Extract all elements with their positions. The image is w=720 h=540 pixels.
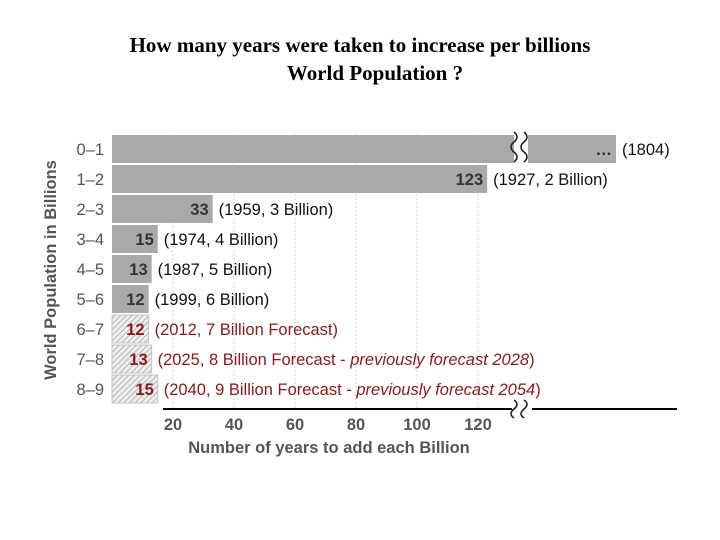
bar-annotation-0: (1804) — [622, 141, 670, 159]
bar-value-label-2: 33 — [190, 201, 208, 219]
bar-value-label-8: 15 — [135, 381, 153, 399]
bar-8 — [111, 374, 159, 404]
chart-title-line2: World Population ? — [286, 61, 464, 85]
bar-5 — [112, 285, 149, 313]
bar-value-label-6: 12 — [126, 321, 144, 339]
chart-title-line1: How many years were taken to increase pe… — [129, 33, 591, 57]
y-category-label-8: 8–9 — [76, 381, 104, 399]
bar-7 — [111, 344, 153, 374]
bar-1 — [112, 165, 488, 193]
y-axis-label: World Population in Billions — [42, 160, 60, 380]
y-category-label-0: 0–1 — [76, 141, 104, 159]
bar-0-continued — [528, 135, 616, 163]
y-category-label-1: 1–2 — [76, 171, 104, 189]
bar-value-label-1: 123 — [456, 171, 484, 189]
x-tick-label-3: 80 — [347, 416, 365, 434]
bar-4 — [112, 255, 152, 283]
bar-value-label-4: 13 — [129, 261, 147, 279]
bar-annotation-2: (1959, 3 Billion) — [219, 201, 334, 219]
bar-0 — [112, 135, 514, 163]
y-category-label-3: 3–4 — [76, 231, 104, 249]
bar-value-label-7: 13 — [129, 351, 147, 369]
x-axis-break-mark — [510, 399, 528, 419]
bar-break-mark-0 — [510, 131, 528, 163]
x-tick-label-2: 60 — [286, 416, 304, 434]
y-category-label-4: 4–5 — [76, 261, 104, 279]
bar-value-label-3: 15 — [135, 231, 153, 249]
y-category-label-2: 2–3 — [76, 201, 104, 219]
bar-annotation-3: (1974, 4 Billion) — [164, 231, 279, 249]
x-tick-label-5: 120 — [464, 416, 492, 434]
x-axis-label: Number of years to add each Billion — [188, 439, 469, 457]
bar-annotation-4: (1987, 5 Billion) — [158, 261, 273, 279]
bar-3 — [112, 225, 158, 253]
y-category-label-5: 5–6 — [76, 291, 104, 309]
bar-annotation-7: (2025, 8 Billion Forecast - previously f… — [158, 351, 535, 369]
bar-annotation-6: (2012, 7 Billion Forecast) — [155, 321, 338, 339]
bar-value-label-0: … — [596, 141, 613, 159]
y-category-label-7: 7–8 — [76, 351, 104, 369]
bar-6 — [111, 314, 150, 344]
y-category-label-6: 6–7 — [76, 321, 104, 339]
bar-annotation-5: (1999, 6 Billion) — [155, 291, 270, 309]
bar-value-label-5: 12 — [126, 291, 144, 309]
bar-annotation-8: (2040, 9 Billion Forecast - previously f… — [164, 381, 541, 399]
x-tick-label-1: 40 — [225, 416, 243, 434]
x-tick-label-0: 20 — [164, 416, 182, 434]
bar-2 — [112, 195, 213, 223]
x-tick-label-4: 100 — [403, 416, 431, 434]
bar-annotation-1: (1927, 2 Billion) — [493, 171, 608, 189]
